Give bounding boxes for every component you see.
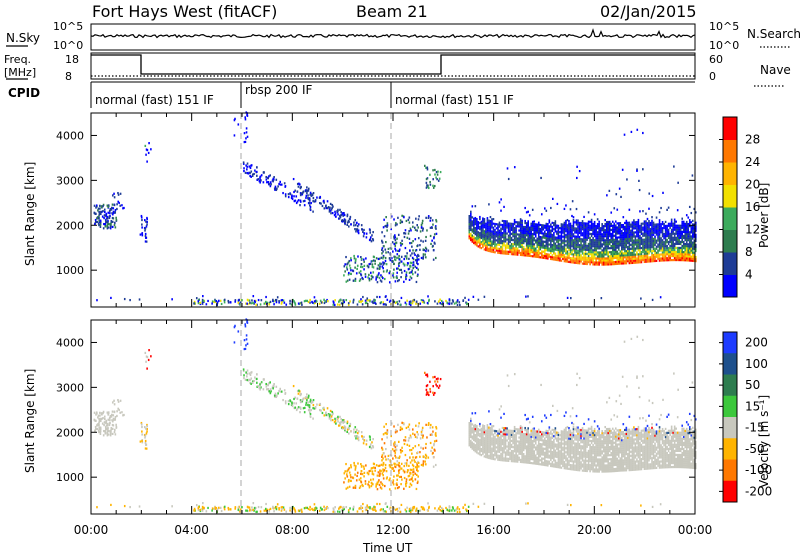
- velocity-colorbar-tick: 50: [745, 378, 760, 392]
- cpid-segment-3: normal (fast) 151 IF: [395, 93, 514, 107]
- x-tick-label: 12:00: [376, 523, 411, 537]
- power-colorbar-swatch: [723, 184, 737, 208]
- freq-strip: Freq. [MHz] 18 8 60 0 Nave: [4, 52, 791, 87]
- x-tick-label: 08:00: [275, 523, 310, 537]
- nsky-tick-high: 10^5: [53, 20, 83, 33]
- velocity-colorbar-swatch: [723, 374, 737, 397]
- velocity-colorbar-tick: -50: [745, 442, 765, 456]
- power-colorbar-tick: 8: [745, 245, 753, 259]
- power-colorbar-tick: 28: [745, 133, 760, 147]
- nsky-tick-low: 10^0: [53, 39, 83, 52]
- velocity-colorbar-tick: -200: [745, 484, 772, 498]
- power-y-tick: 3000: [56, 174, 84, 187]
- velocity-cells: [93, 318, 697, 514]
- cpid-segment-2: rbsp 200 IF: [245, 83, 312, 97]
- power-y-tick: 1000: [56, 264, 84, 277]
- beam-title: Beam 21: [356, 2, 428, 21]
- noise-trace: [90, 28, 696, 39]
- date-title: 02/Jan/2015: [600, 2, 697, 21]
- velocity-colorbar: 200 100 50 15 -15 -50 -100 -200: [719, 331, 772, 503]
- power-colorbar-swatch: [723, 117, 737, 140]
- freq-unit: [MHz]: [4, 66, 36, 79]
- power-colorbar-tick: 4: [745, 268, 753, 282]
- velocity-colorbar-swatch: [723, 459, 737, 482]
- velocity-colorbar-swatch: [723, 417, 737, 439]
- power-colorbar-label: Power [dB]: [757, 183, 771, 248]
- velocity-colorbar-swatch: [723, 438, 737, 460]
- x-tick-label: 00:00: [678, 523, 713, 537]
- velocity-y-axis-label: Slant Range [km]: [23, 369, 37, 473]
- power-colorbar-swatch: [723, 252, 737, 275]
- freq-tick-high: 18: [65, 53, 79, 66]
- velocity-colorbar-tick: 200: [745, 336, 768, 350]
- x-axis-label: Time UT: [362, 541, 413, 554]
- x-tick-label: 16:00: [476, 523, 511, 537]
- freq-tick-low: 8: [65, 70, 72, 83]
- velocity-colorbar-swatch: [723, 353, 737, 375]
- velocity-colorbar-swatch: [723, 480, 737, 503]
- nsearch-tick-high: 10^5: [709, 20, 739, 33]
- station-title: Fort Hays West (fitACF): [92, 2, 278, 21]
- power-y-tick: 4000: [56, 129, 84, 142]
- nave-label: Nave: [760, 63, 791, 77]
- cpid-strip: CPID normal (fast) 151 IF rbsp 200 IF no…: [8, 81, 695, 108]
- freq-trace: [91, 54, 695, 75]
- power-colorbar-tick: 12: [745, 223, 760, 237]
- power-colorbar-swatch: [723, 162, 737, 185]
- velocity-y-tick: 3000: [56, 381, 84, 394]
- freq-label: Freq.: [4, 53, 31, 66]
- power-cells: [93, 111, 697, 307]
- nsky-label: N.Sky: [6, 31, 40, 45]
- velocity-colorbar-tick: -100: [745, 463, 772, 477]
- power-colorbar: 4 8 12 16 20 24 28: [719, 116, 760, 298]
- cpid-segment-1: normal (fast) 151 IF: [95, 93, 214, 107]
- velocity-panel: 1000 2000 3000 4000 Slant Range [km] 200 100…: [23, 318, 772, 515]
- power-colorbar-swatch: [723, 274, 737, 298]
- nave-tick-high: 60: [709, 53, 723, 66]
- power-panel: 1000 2000 3000 4000 Slant Range [km] 4 8 12 16…: [23, 111, 771, 308]
- power-colorbar-tick: 24: [745, 155, 760, 169]
- velocity-colorbar-tick: 100: [745, 357, 768, 371]
- velocity-y-tick: 1000: [56, 471, 84, 484]
- velocity-colorbar-tick: -15: [745, 421, 765, 435]
- power-colorbar-swatch: [723, 229, 737, 253]
- power-y-axis-label: Slant Range [km]: [23, 162, 37, 266]
- cpid-label: CPID: [8, 86, 40, 100]
- nave-tick-low: 0: [709, 70, 716, 83]
- power-colorbar-swatch: [723, 139, 737, 163]
- power-colorbar-swatch: [723, 207, 737, 230]
- noise-strip: N.Sky 10^5 10^0 10^5 10^0 N.Search: [6, 20, 800, 52]
- x-tick-label: 00:00: [74, 523, 109, 537]
- nsearch-label: N.Search: [747, 27, 800, 41]
- velocity-colorbar-swatch: [723, 395, 737, 418]
- power-colorbar-tick: 20: [745, 178, 760, 192]
- power-colorbar-tick: 16: [745, 200, 760, 214]
- x-tick-label: 04:00: [174, 523, 209, 537]
- velocity-colorbar-swatch: [723, 332, 737, 354]
- velocity-y-tick: 2000: [56, 426, 84, 439]
- nsearch-tick-low: 10^0: [709, 39, 739, 52]
- x-tick-label: 20:00: [577, 523, 612, 537]
- power-y-tick: 2000: [56, 219, 84, 232]
- velocity-colorbar-tick: 15: [745, 399, 760, 413]
- velocity-colorbar-label: Velocity [m s⁻¹]: [757, 395, 771, 488]
- velocity-y-tick: 4000: [56, 336, 84, 349]
- x-axis: 00:00 04:00 08:00 12:00 16:00 20:00 00:00: [74, 113, 713, 537]
